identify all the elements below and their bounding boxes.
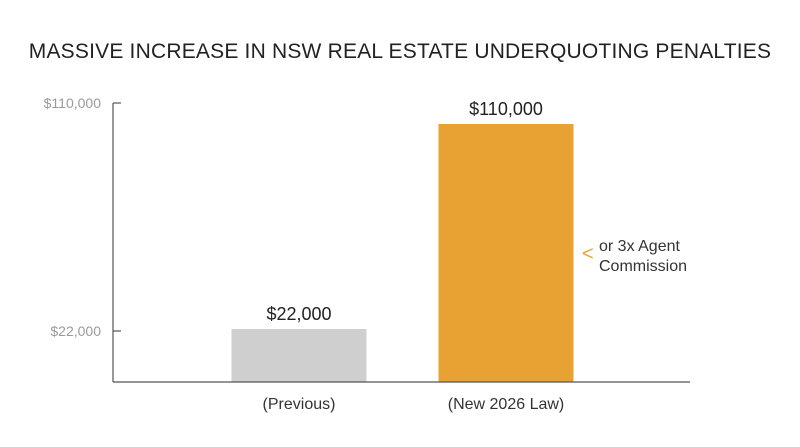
y-tick-label: $110,000 xyxy=(44,95,102,111)
category-label: (Previous) xyxy=(263,396,336,413)
bar xyxy=(231,329,367,382)
bar-value-label: $110,000 xyxy=(469,99,543,119)
bar-value-label: $22,000 xyxy=(266,304,331,324)
chart-title: MASSIVE INCREASE IN NSW REAL ESTATE UNDE… xyxy=(29,40,771,63)
annotation-line-2: Commission xyxy=(599,258,687,275)
annotation: < or 3x Agent Commission xyxy=(582,238,687,275)
y-axis-ticks: $22,000 $110,000 xyxy=(44,95,121,339)
value-labels: $22,000 $110,000 xyxy=(266,99,542,324)
annotation-line-1: or 3x Agent xyxy=(599,238,681,255)
bars xyxy=(231,124,574,382)
category-label: (New 2026 Law) xyxy=(448,396,565,413)
annotation-marker: < xyxy=(582,243,594,265)
y-tick-label: $22,000 xyxy=(50,323,101,339)
category-labels: (Previous) (New 2026 Law) xyxy=(263,396,565,413)
bar xyxy=(438,124,574,382)
